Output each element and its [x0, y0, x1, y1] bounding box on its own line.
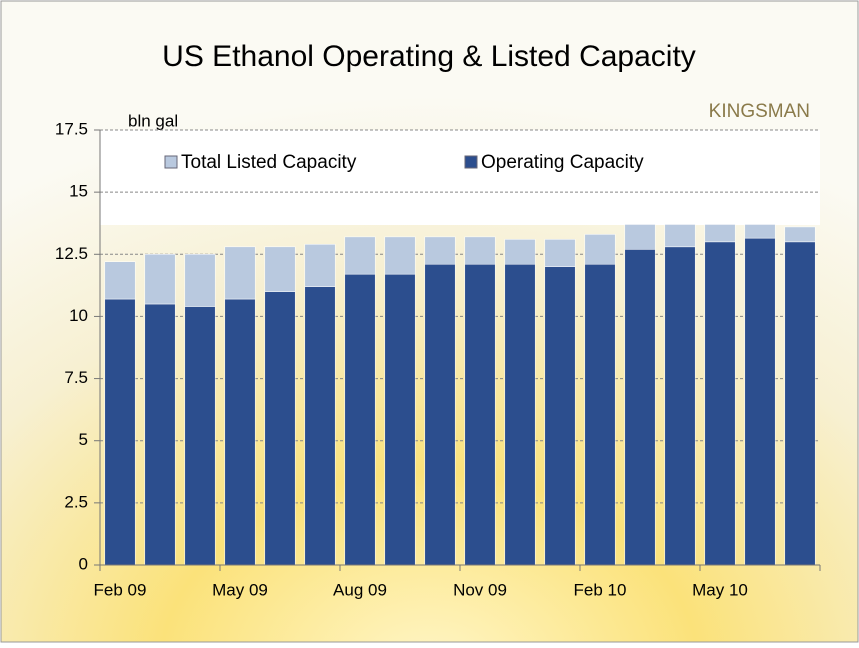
bar-segment [545, 267, 575, 565]
bar-segment [785, 242, 815, 565]
bar-segment [705, 224, 735, 241]
bar-segment [545, 239, 575, 266]
y-tick-label: 0 [79, 554, 88, 573]
bar-segment [585, 264, 615, 565]
bar-segment [705, 242, 735, 565]
bar-segment [465, 237, 495, 264]
x-tick-label: May 10 [692, 580, 748, 599]
plot-top [100, 130, 820, 225]
x-tick-label: Aug 09 [333, 580, 387, 599]
bar-segment [145, 254, 175, 304]
bar-segment [145, 304, 175, 565]
y-tick-label: 10 [69, 306, 88, 325]
y-tick-label: 5 [79, 430, 88, 449]
bar-segment [665, 224, 695, 246]
y-tick-label: 15 [69, 182, 88, 201]
bar-segment [665, 247, 695, 565]
chart: US Ethanol Operating & Listed Capacity K… [0, 0, 859, 643]
bar-segment [345, 237, 375, 274]
legend-label: Operating Capacity [481, 152, 644, 173]
bar-segment [505, 264, 535, 565]
y-tick-label: 2.5 [64, 492, 88, 511]
bar-segment [745, 238, 775, 565]
brand: KINGSMAN [709, 101, 810, 122]
legend-label: Total Listed Capacity [181, 152, 357, 173]
bar-segment [465, 264, 495, 565]
bar-segment [105, 299, 135, 565]
y-tick-label: 17.5 [55, 119, 88, 138]
bar-segment [265, 247, 295, 292]
bar-segment [105, 262, 135, 299]
bar-segment [265, 292, 295, 565]
bar-segment [225, 299, 255, 565]
bar-segment [185, 306, 215, 565]
x-tick-label: Feb 09 [94, 580, 147, 599]
bar-segment [225, 247, 255, 299]
bar-segment [345, 274, 375, 565]
bar-segment [425, 264, 455, 565]
x-tick-label: Feb 10 [574, 580, 627, 599]
y-tick-label: 7.5 [64, 368, 88, 387]
x-tick-label: Nov 09 [453, 580, 507, 599]
chart-title: US Ethanol Operating & Listed Capacity [162, 40, 696, 73]
bar-segment [625, 249, 655, 565]
x-tick-label: May 09 [212, 580, 268, 599]
bar-segment [305, 244, 335, 286]
bar-segment [745, 224, 775, 238]
bar-segment [185, 254, 215, 306]
bar-segment [785, 227, 815, 242]
bar-segment [385, 274, 415, 565]
bar-segment [385, 237, 415, 274]
bar-segment [585, 234, 615, 264]
bar-segment [425, 237, 455, 264]
y-tick-label: 12.5 [55, 244, 88, 263]
legend-swatch [165, 156, 177, 168]
bar-segment [305, 287, 335, 565]
bar-segment [505, 239, 535, 264]
bar-segment [625, 224, 655, 249]
y-axis-label: bln gal [128, 111, 178, 130]
legend-swatch [465, 156, 477, 168]
